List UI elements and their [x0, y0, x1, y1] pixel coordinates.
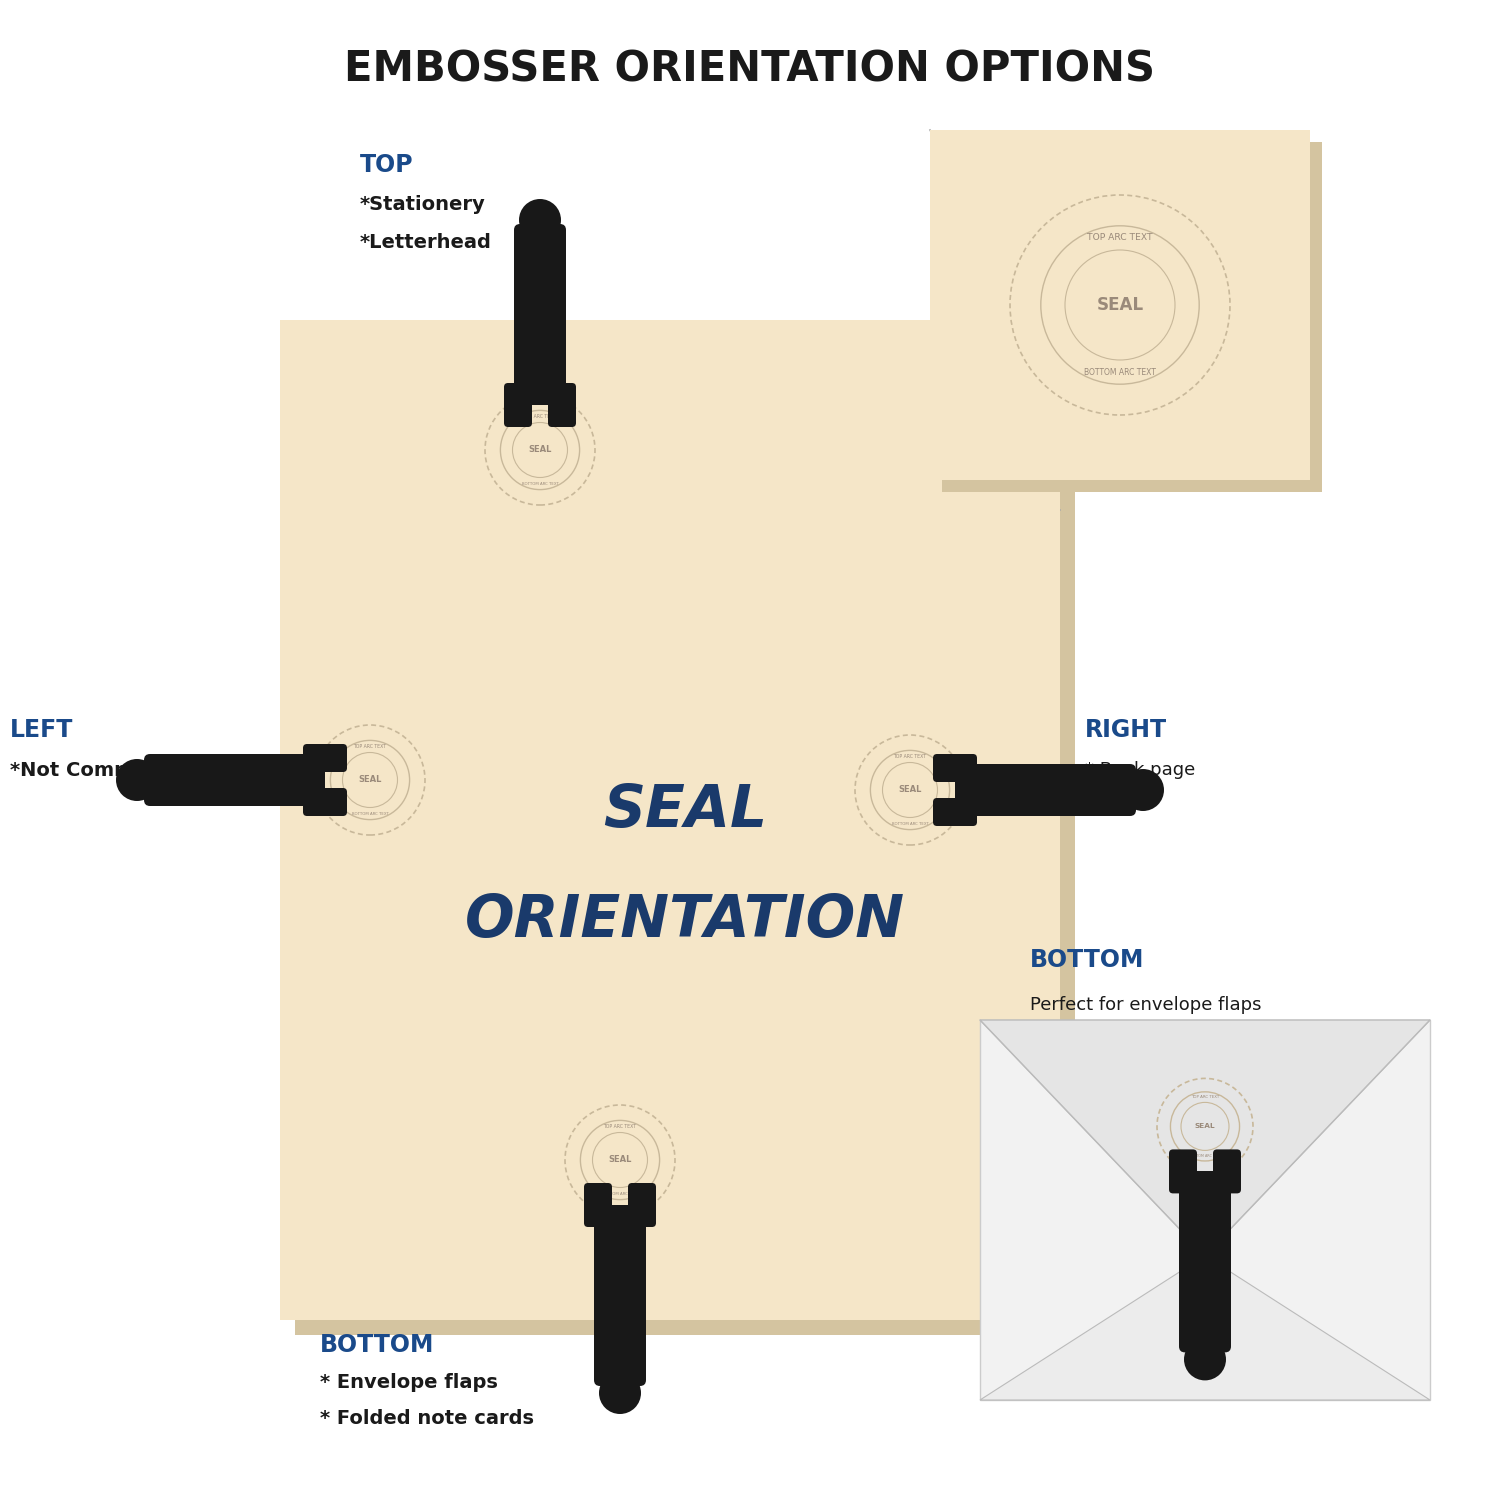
- Text: BOTTOM: BOTTOM: [1030, 948, 1144, 972]
- Text: SEAL: SEAL: [528, 446, 552, 454]
- Text: SEAL: SEAL: [609, 1155, 631, 1164]
- FancyBboxPatch shape: [933, 798, 976, 826]
- FancyBboxPatch shape: [584, 1184, 612, 1227]
- Text: TOP ARC TEXT: TOP ARC TEXT: [354, 744, 387, 748]
- FancyBboxPatch shape: [504, 382, 532, 427]
- Text: *Stationery: *Stationery: [360, 195, 486, 214]
- FancyBboxPatch shape: [600, 1204, 640, 1227]
- FancyBboxPatch shape: [280, 320, 1060, 1320]
- Polygon shape: [980, 1256, 1430, 1400]
- Text: BOTTOM ARC TEXT: BOTTOM ARC TEXT: [1188, 1154, 1221, 1158]
- Text: * Folded note cards: * Folded note cards: [320, 1408, 534, 1428]
- Text: TOP ARC TEXT: TOP ARC TEXT: [1088, 234, 1154, 243]
- FancyBboxPatch shape: [1214, 1149, 1240, 1194]
- FancyBboxPatch shape: [964, 764, 1136, 816]
- Text: *Letterhead: *Letterhead: [360, 232, 492, 252]
- FancyBboxPatch shape: [303, 788, 346, 816]
- FancyBboxPatch shape: [956, 770, 976, 810]
- Text: BOTTOM: BOTTOM: [320, 1334, 435, 1358]
- Text: TOP ARC TEXT: TOP ARC TEXT: [603, 1124, 636, 1130]
- FancyBboxPatch shape: [296, 334, 1076, 1335]
- Text: TOP ARC TEXT: TOP ARC TEXT: [524, 414, 556, 419]
- Text: Perfect for envelope flaps: Perfect for envelope flaps: [1030, 996, 1262, 1014]
- Text: RIGHT: RIGHT: [1084, 718, 1167, 742]
- Circle shape: [1122, 770, 1164, 812]
- FancyBboxPatch shape: [980, 1020, 1430, 1400]
- Text: SEAL: SEAL: [1194, 1124, 1215, 1130]
- FancyBboxPatch shape: [1168, 1149, 1197, 1194]
- FancyBboxPatch shape: [303, 760, 326, 800]
- Text: BOTTOM ARC TEXT: BOTTOM ARC TEXT: [522, 482, 558, 486]
- Circle shape: [519, 200, 561, 242]
- Text: ORIENTATION: ORIENTATION: [465, 891, 904, 948]
- Text: TOP ARC TEXT: TOP ARC TEXT: [894, 754, 927, 759]
- Text: TOP ARC TEXT: TOP ARC TEXT: [1191, 1095, 1219, 1100]
- FancyBboxPatch shape: [514, 224, 566, 396]
- Text: SEAL: SEAL: [358, 776, 381, 784]
- Text: BOTTOM ARC TEXT: BOTTOM ARC TEXT: [1084, 368, 1156, 376]
- Text: * Envelope flaps: * Envelope flaps: [320, 1372, 498, 1392]
- Text: BOTTOM ARC TEXT: BOTTOM ARC TEXT: [602, 1191, 639, 1196]
- Text: * Book page: * Book page: [1084, 760, 1196, 778]
- Text: SEAL: SEAL: [603, 782, 766, 838]
- FancyBboxPatch shape: [933, 754, 976, 782]
- Text: BOTTOM ARC TEXT: BOTTOM ARC TEXT: [351, 812, 388, 816]
- Text: LEFT: LEFT: [10, 718, 74, 742]
- FancyBboxPatch shape: [930, 130, 1310, 480]
- FancyBboxPatch shape: [628, 1184, 656, 1227]
- FancyBboxPatch shape: [594, 1214, 646, 1386]
- FancyBboxPatch shape: [942, 142, 1322, 492]
- Text: SEAL: SEAL: [1096, 296, 1143, 314]
- FancyBboxPatch shape: [144, 754, 316, 806]
- Text: BOTTOM ARC TEXT: BOTTOM ARC TEXT: [891, 822, 928, 825]
- Text: EMBOSSER ORIENTATION OPTIONS: EMBOSSER ORIENTATION OPTIONS: [345, 50, 1155, 92]
- FancyBboxPatch shape: [548, 382, 576, 427]
- Circle shape: [598, 1372, 640, 1414]
- Circle shape: [116, 759, 158, 801]
- FancyBboxPatch shape: [1179, 1180, 1231, 1353]
- FancyBboxPatch shape: [520, 382, 560, 405]
- Text: *Not Common: *Not Common: [10, 760, 162, 780]
- FancyBboxPatch shape: [303, 744, 346, 772]
- Polygon shape: [980, 1020, 1430, 1256]
- FancyBboxPatch shape: [1185, 1172, 1225, 1194]
- Text: TOP: TOP: [360, 153, 414, 177]
- Text: SEAL: SEAL: [898, 786, 921, 795]
- Text: or bottom of page seals: or bottom of page seals: [1030, 1030, 1245, 1048]
- Circle shape: [1184, 1338, 1225, 1380]
